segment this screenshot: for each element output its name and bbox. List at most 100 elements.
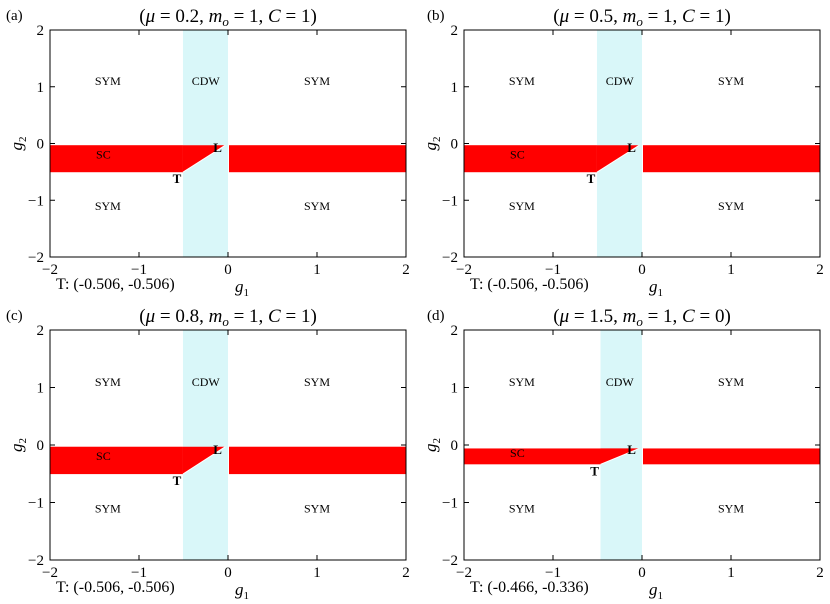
transition-line xyxy=(182,446,226,475)
region-sym-lower-right: SYM xyxy=(304,501,330,515)
chart-title: (μ = 0.5, mo = 1, C = 1) xyxy=(553,6,731,29)
y-tick-label: 1 xyxy=(37,381,45,397)
region-cdw: CDW xyxy=(192,375,221,389)
x-tick-label: −1 xyxy=(131,262,147,278)
x-axis-label: g1 xyxy=(649,580,663,602)
y-axis-label: g2 xyxy=(7,137,29,151)
y-axis-label: g2 xyxy=(421,438,443,452)
region-sym-lower-right: SYM xyxy=(718,501,744,515)
y-tick-label: 0 xyxy=(451,438,459,454)
point-l: L xyxy=(213,140,222,155)
x-tick-label: 1 xyxy=(727,262,735,278)
region-sym-upper-left: SYM xyxy=(95,74,121,88)
x-tick-label: −2 xyxy=(456,262,472,278)
sc-region-right xyxy=(643,448,820,465)
panel-label: (a) xyxy=(6,8,23,24)
y-tick-label: 0 xyxy=(37,137,45,153)
x-tick-label: 0 xyxy=(638,262,646,278)
panel-label: (d) xyxy=(427,308,445,324)
region-cdw: CDW xyxy=(192,74,221,88)
y-tick-label: 0 xyxy=(451,137,459,153)
y-axis-label: g2 xyxy=(421,137,443,151)
x-tick-label: −1 xyxy=(131,565,147,581)
region-sym-upper-right: SYM xyxy=(718,74,744,88)
chart-title: (μ = 0.8, mo = 1, C = 1) xyxy=(139,306,317,329)
point-l: L xyxy=(213,442,222,457)
sc-region-left xyxy=(464,448,601,465)
region-sc: SC xyxy=(510,446,525,460)
transition-line xyxy=(600,447,640,465)
region-sym-upper-left: SYM xyxy=(509,74,535,88)
point-t: T xyxy=(587,171,596,186)
y-tick-label: 2 xyxy=(37,23,45,39)
x-tick-label: 2 xyxy=(402,262,410,278)
y-tick-label: 2 xyxy=(37,323,45,339)
region-sc: SC xyxy=(510,147,525,161)
sc-region-left xyxy=(50,446,183,475)
point-t: T xyxy=(173,171,182,186)
region-sym-upper-right: SYM xyxy=(304,375,330,389)
y-tick-label: −2 xyxy=(28,553,44,569)
y-tick-label: −2 xyxy=(442,553,458,569)
region-sym-lower-left: SYM xyxy=(509,501,535,515)
region-sc: SC xyxy=(96,449,111,463)
x-tick-label: 2 xyxy=(816,565,824,581)
y-tick-label: −1 xyxy=(28,193,44,209)
cdw-band xyxy=(596,30,642,257)
point-l: L xyxy=(627,442,636,457)
panel-b: −2 −1 0 1 2 2 1 0 −1 −2 g1 g2 (b) (μ = 0.5, mo = 1, C… xyxy=(421,6,824,299)
panel-a: −2 −1 0 1 2 2 1 0 −1 −2 g1 g2 (a) (μ = 0.2, mo = 1, C… xyxy=(6,6,410,299)
y-tick-label: −1 xyxy=(442,496,458,512)
sc-region-right xyxy=(643,145,820,173)
y-tick-label: 2 xyxy=(451,323,459,339)
sc-region-right xyxy=(229,446,406,475)
region-sym-lower-right: SYM xyxy=(304,199,330,213)
x-tick-label: −2 xyxy=(42,262,58,278)
x-axis-label: g1 xyxy=(235,277,249,299)
sc-region-left xyxy=(464,145,597,173)
cdw-band xyxy=(182,30,228,257)
t-point-coordinates: T: (-0.466, -0.336) xyxy=(470,579,589,596)
cdw-band xyxy=(182,330,228,560)
transition-line xyxy=(596,144,640,173)
x-tick-label: 2 xyxy=(816,262,824,278)
panel-c: −2 −1 0 1 2 2 1 0 −1 −2 g1 g2 (c) (μ = 0.8, mo = 1, C… xyxy=(6,306,410,602)
x-tick-label: 0 xyxy=(224,565,232,581)
t-point-coordinates: T: (-0.506, -0.506) xyxy=(56,579,175,596)
chart-title: (μ = 1.5, mo = 1, C = 0) xyxy=(553,306,731,329)
region-cdw: CDW xyxy=(606,375,635,389)
y-tick-label: 0 xyxy=(37,438,45,454)
x-tick-label: −2 xyxy=(42,565,58,581)
y-tick-label: 1 xyxy=(37,80,45,96)
x-axis-label: g1 xyxy=(235,580,249,602)
x-tick-label: 1 xyxy=(313,262,321,278)
t-point-coordinates: T: (-0.506, -0.506) xyxy=(470,276,589,293)
y-tick-label: 2 xyxy=(451,23,459,39)
transition-line xyxy=(182,144,226,173)
y-tick-label: 1 xyxy=(451,381,459,397)
panel-label: (b) xyxy=(427,8,445,24)
panel-label: (c) xyxy=(6,308,23,324)
x-tick-label: −2 xyxy=(456,565,472,581)
region-sym-lower-left: SYM xyxy=(95,501,121,515)
region-sym-upper-left: SYM xyxy=(95,375,121,389)
sc-region-right xyxy=(229,145,406,173)
region-sc: SC xyxy=(96,147,111,161)
x-tick-label: −1 xyxy=(545,565,561,581)
region-sym-upper-right: SYM xyxy=(718,375,744,389)
x-tick-label: 2 xyxy=(402,565,410,581)
t-point-coordinates: T: (-0.506, -0.506) xyxy=(56,276,175,293)
y-axis-label: g2 xyxy=(7,438,29,452)
region-cdw: CDW xyxy=(606,74,635,88)
y-tick-label: −2 xyxy=(442,250,458,266)
x-axis-label: g1 xyxy=(649,277,663,299)
point-t: T xyxy=(590,463,599,478)
x-tick-label: 1 xyxy=(313,565,321,581)
region-sym-upper-left: SYM xyxy=(509,375,535,389)
x-tick-label: −1 xyxy=(545,262,561,278)
y-tick-label: −1 xyxy=(442,193,458,209)
x-tick-label: 0 xyxy=(224,262,232,278)
chart-title: (μ = 0.2, mo = 1, C = 1) xyxy=(139,6,317,29)
point-t: T xyxy=(173,473,182,488)
